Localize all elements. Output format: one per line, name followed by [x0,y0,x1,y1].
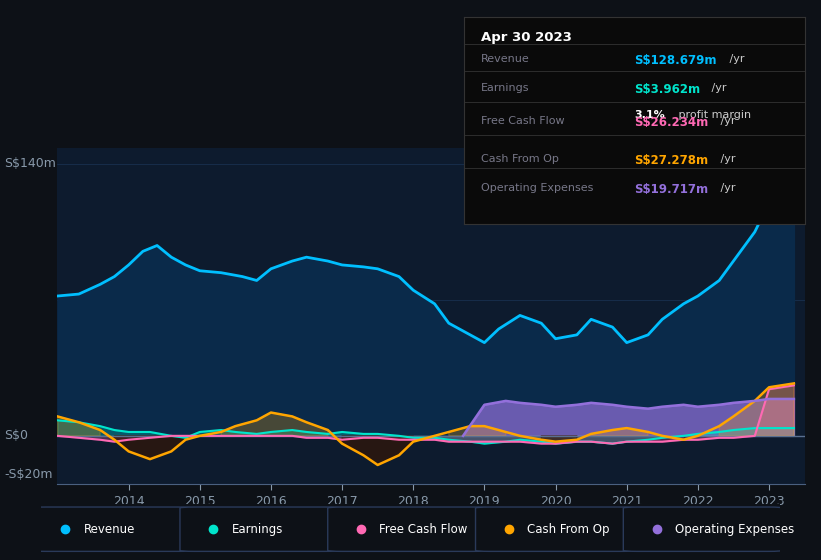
Text: profit margin: profit margin [675,110,751,120]
Text: Cash From Op: Cash From Op [527,522,610,536]
Text: S$26.234m: S$26.234m [635,116,709,129]
Text: Free Cash Flow: Free Cash Flow [379,522,468,536]
Text: Earnings: Earnings [481,83,530,93]
FancyBboxPatch shape [32,507,192,552]
Text: Operating Expenses: Operating Expenses [675,522,794,536]
Text: /yr: /yr [717,183,736,193]
FancyBboxPatch shape [180,507,340,552]
Text: S$19.717m: S$19.717m [635,183,709,195]
Text: Operating Expenses: Operating Expenses [481,183,594,193]
Text: Revenue: Revenue [84,522,135,536]
Text: S$128.679m: S$128.679m [635,54,717,67]
Text: -S$20m: -S$20m [4,468,53,481]
Text: 3.1%: 3.1% [635,110,665,120]
FancyBboxPatch shape [623,507,783,552]
Text: S$140m: S$140m [4,157,56,170]
Text: S$0: S$0 [4,430,28,442]
Text: Earnings: Earnings [232,522,283,536]
Text: S$27.278m: S$27.278m [635,153,709,166]
Text: Revenue: Revenue [481,54,530,64]
Text: /yr: /yr [727,54,745,64]
Text: /yr: /yr [708,83,727,93]
Text: /yr: /yr [717,153,736,164]
FancyBboxPatch shape [328,507,488,552]
Text: Cash From Op: Cash From Op [481,153,559,164]
Text: Free Cash Flow: Free Cash Flow [481,116,565,126]
Text: Apr 30 2023: Apr 30 2023 [481,31,571,44]
Text: S$3.962m: S$3.962m [635,83,700,96]
FancyBboxPatch shape [475,507,635,552]
Text: /yr: /yr [717,116,736,126]
